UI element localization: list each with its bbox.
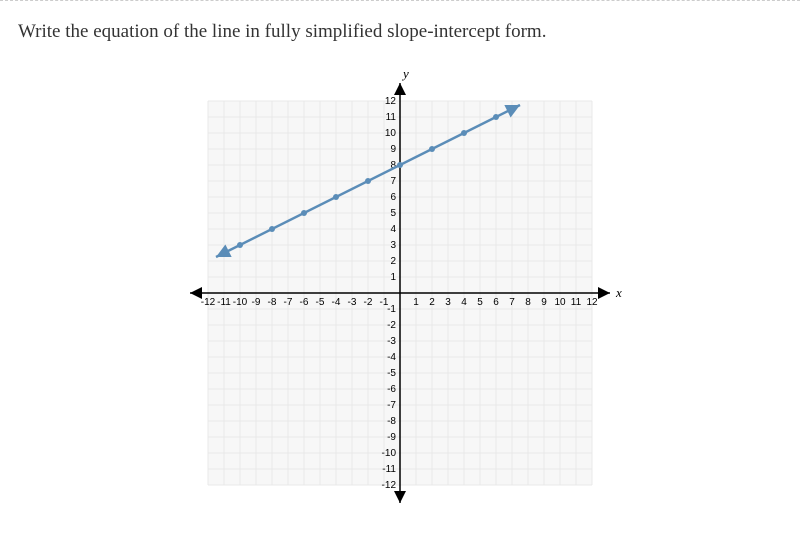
y-tick-label: 9 [390,144,396,155]
y-tick-label: -7 [387,400,396,411]
y-tick-label: 1 [390,272,396,283]
data-point [397,162,403,168]
x-tick-label: -5 [316,297,325,308]
x-tick-label: 2 [429,297,435,308]
x-tick-label: -7 [284,297,293,308]
chart-svg: yx-12-11-10-9-8-7-6-5-4-3-2-112345678910… [170,63,630,523]
data-point [429,146,435,152]
y-tick-label: -8 [387,416,396,427]
y-tick-label: 3 [390,240,396,251]
y-tick-label: -2 [387,320,396,331]
x-tick-label: -10 [233,297,248,308]
data-point [237,242,243,248]
x-tick-label: -8 [268,297,277,308]
x-tick-label: -12 [201,297,216,308]
y-tick-label: 2 [390,256,396,267]
data-point [333,194,339,200]
y-tick-label: -10 [382,448,397,459]
axis-arrow-icon [598,287,610,299]
y-tick-label: -6 [387,384,396,395]
y-tick-label: 11 [386,112,397,123]
y-tick-label: 12 [385,96,397,107]
data-point [461,130,467,136]
x-tick-label: 11 [571,297,582,308]
x-tick-label: -2 [364,297,373,308]
y-tick-label: -9 [387,432,396,443]
axis-arrow-icon [394,491,406,503]
y-tick-label: -11 [382,464,396,475]
y-tick-label: 7 [390,176,396,187]
x-tick-label: 7 [509,297,515,308]
y-tick-label: 6 [390,192,396,203]
data-point [301,210,307,216]
x-tick-label: -9 [252,297,261,308]
x-tick-label: -6 [300,297,309,308]
y-tick-label: -4 [387,352,396,363]
x-tick-label: 4 [461,297,467,308]
y-tick-label: -5 [387,368,396,379]
y-tick-label: -3 [387,336,396,347]
x-tick-label: -3 [348,297,357,308]
y-tick-label: -12 [382,480,397,491]
y-tick-label: -1 [387,304,396,315]
x-axis-label: x [615,285,622,300]
x-tick-label: 10 [554,297,566,308]
x-tick-label: -11 [217,297,231,308]
x-tick-label: 6 [493,297,499,308]
x-tick-label: -4 [332,297,341,308]
x-tick-label: 3 [445,297,451,308]
x-tick-label: 5 [477,297,483,308]
y-tick-label: 4 [390,224,396,235]
x-tick-label: 12 [586,297,598,308]
question-text: Write the equation of the line in fully … [0,1,800,53]
coordinate-plane-chart: yx-12-11-10-9-8-7-6-5-4-3-2-112345678910… [170,63,630,523]
x-tick-label: 1 [413,297,419,308]
y-tick-label: 10 [385,128,397,139]
data-point [269,226,275,232]
axis-arrow-icon [394,83,406,95]
x-tick-label: 8 [525,297,531,308]
data-point [365,178,371,184]
data-point [493,114,499,120]
x-tick-label: 9 [541,297,547,308]
y-axis-label: y [401,66,409,81]
y-tick-label: 5 [390,208,396,219]
